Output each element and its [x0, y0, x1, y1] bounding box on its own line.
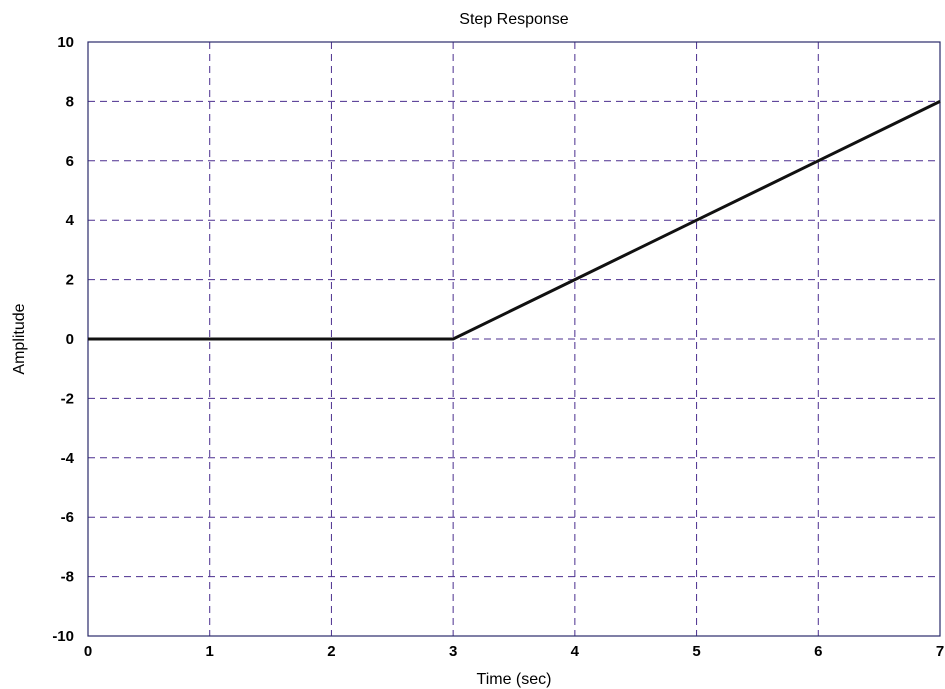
y-tick-label: 4	[66, 212, 75, 229]
x-tick-label: 3	[449, 643, 457, 660]
y-tick-label: 6	[66, 153, 74, 170]
y-tick-label: 10	[57, 34, 74, 51]
y-tick-label: 0	[66, 331, 74, 348]
x-tick-label: 2	[327, 643, 335, 660]
y-axis-label: Amplitude	[11, 303, 28, 374]
x-tick-label: 6	[814, 643, 822, 660]
x-tick-label: 4	[571, 643, 580, 660]
y-tick-label: 2	[66, 272, 74, 289]
x-axis-label: Time (sec)	[477, 671, 552, 688]
y-tick-label: -10	[52, 628, 74, 645]
series-line	[88, 100, 941, 341]
series-layer	[88, 100, 941, 341]
y-tick-label: -2	[61, 390, 74, 407]
x-tick-label: 5	[692, 643, 700, 660]
y-tick-labels: -10 -8 -6 -4 -2 0 2 4 6 8 10	[52, 34, 74, 645]
x-tick-label: 0	[84, 643, 92, 660]
y-tick-label: 8	[66, 93, 74, 110]
y-tick-label: -6	[61, 509, 74, 526]
y-tick-label: -8	[61, 569, 74, 586]
x-tick-labels: 0 1 2 3 4 5 6 7	[84, 643, 944, 660]
y-tick-label: -4	[61, 450, 75, 467]
grid	[88, 42, 940, 636]
chart-title: Step Response	[459, 11, 569, 28]
x-tick-label: 7	[936, 643, 944, 660]
x-tick-label: 1	[206, 643, 214, 660]
